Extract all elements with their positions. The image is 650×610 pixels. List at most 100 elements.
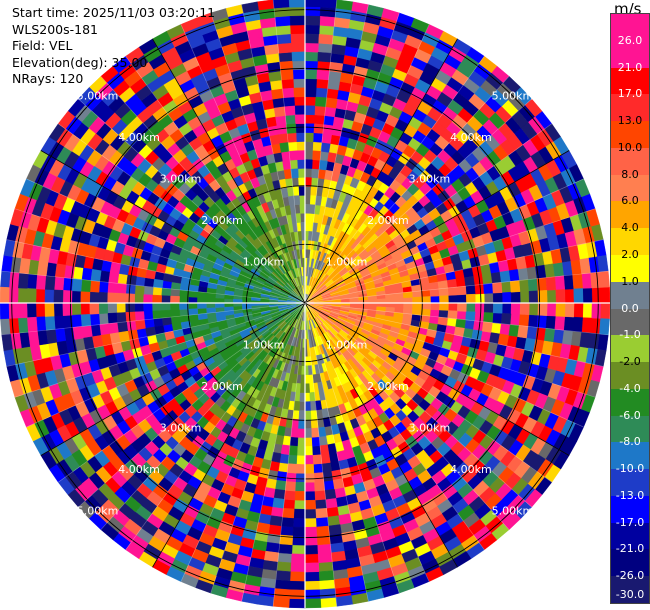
- range-ring-label: 5.00km: [492, 90, 534, 103]
- ray-separator: [304, 302, 609, 336]
- ray-separator: [304, 302, 596, 398]
- azimuth-gridline: [304, 302, 570, 456]
- ray-separator: [6, 302, 306, 367]
- ray-separator: [210, 12, 306, 304]
- colorbar-segment: [611, 495, 649, 524]
- colorbar-tick-label: -26.0: [615, 569, 645, 583]
- ray-separator: [241, 302, 306, 602]
- colorbar-tick-label: -8.0: [619, 435, 641, 449]
- start-time-label: Start time: 2025/11/03 03:20:11: [12, 5, 216, 20]
- ray-separator: [14, 208, 306, 304]
- ray-separator: [304, 302, 369, 602]
- range-ring-label: 1.00km: [326, 256, 368, 269]
- ray-separator: [125, 56, 306, 304]
- colorbar-segment: [611, 254, 649, 283]
- ray-separator: [78, 98, 306, 304]
- range-ring-label: 2.00km: [367, 214, 409, 227]
- range-ring-label: 5.00km: [77, 90, 119, 103]
- ray-separator: [26, 178, 306, 304]
- colorbar-segment: [611, 228, 649, 256]
- range-ring-label: 4.00km: [118, 463, 160, 476]
- ray-separator: [304, 270, 609, 304]
- ray-separator: [26, 302, 306, 428]
- colorbar-tick-label: 10.0: [617, 140, 643, 154]
- colorbar-tick-label: -30.0: [615, 588, 645, 601]
- azimuth-gridline: [152, 38, 306, 304]
- ray-separator: [58, 302, 306, 483]
- ray-separator: [125, 302, 306, 550]
- azimuth-gridline: [304, 38, 458, 304]
- ppi-plot: 1.00km 1.00km 1.00km 1.00km 2.00km 2.00km 2.00…: [0, 0, 610, 609]
- ray-separator: [304, 302, 532, 508]
- colorbar-tick-label: -21.0: [615, 542, 645, 556]
- colorbar: 26.0 21.0 17.0 13.0 10.0 8.0 6.0 4.0 2.0 1.0 0.0 -1…: [610, 13, 650, 604]
- colorbar-tick-label: -4.0: [619, 381, 641, 395]
- ray-separator: [100, 76, 306, 304]
- colorbar-segment: [611, 67, 649, 95]
- colorbar-tick-label: -10.0: [615, 462, 645, 476]
- colorbar-tick-label: 2.0: [621, 247, 639, 261]
- range-ring-label: 4.00km: [450, 131, 492, 144]
- ray-separator: [1, 302, 306, 336]
- colorbar-tick-label: -17.0: [615, 515, 645, 529]
- colorbar-tick-label: 13.0: [617, 114, 643, 128]
- range-ring-label: 4.00km: [118, 131, 160, 144]
- ray-separator: [272, 0, 306, 304]
- azimuth-spokes: [1, 0, 609, 607]
- colorbar-tick-label: 4.0: [621, 221, 639, 235]
- colorbar-segment: [611, 94, 649, 122]
- azimuth-gridline: [304, 150, 570, 304]
- ray-separator: [304, 56, 485, 304]
- colorbar-segment: [611, 335, 649, 363]
- colorbar-segment: [611, 415, 649, 443]
- range-ring-label: 5.00km: [492, 504, 534, 517]
- azimuth-gridline: [40, 302, 306, 456]
- colorbar-tick-label: -13.0: [615, 488, 645, 502]
- range-ring-label: 3.00km: [160, 421, 202, 434]
- ray-separator: [304, 302, 604, 367]
- ray-separator: [304, 0, 338, 304]
- ray-separator: [100, 302, 306, 530]
- colorbar-segment: [611, 549, 649, 577]
- ray-separator: [304, 302, 584, 428]
- colorbar-segment: [611, 281, 649, 309]
- colorbar-segment: [611, 174, 649, 202]
- range-ring-label: 1.00km: [243, 256, 285, 269]
- range-ring-label: 4.00km: [450, 463, 492, 476]
- ray-separator: [304, 302, 485, 550]
- ray-separator: [304, 302, 510, 530]
- colorbar-segment: [611, 40, 649, 69]
- nrays-label: NRays: 120: [12, 71, 84, 87]
- ray-separator: [304, 302, 338, 607]
- colorbar-segment: [611, 201, 649, 229]
- ray-separator: [1, 270, 306, 304]
- range-ring-label: 3.00km: [160, 173, 202, 186]
- colorbar-tick-label: 21.0: [617, 60, 643, 74]
- info-block: Start time: 2025/11/03 03:20:11 WLS200s-…: [12, 5, 215, 88]
- ray-separator: [304, 123, 552, 304]
- colorbar-segment: [611, 522, 649, 550]
- colorbar-segment: [611, 388, 649, 417]
- colorbar-segment: [611, 308, 649, 336]
- ray-separator: [78, 302, 306, 508]
- colorbar-segment: [611, 442, 649, 470]
- range-ring-label: 2.00km: [201, 214, 243, 227]
- colorbar-tick-label: 0.0: [621, 301, 639, 315]
- field-label: Field: VEL: [12, 38, 73, 54]
- ray-separator: [14, 302, 306, 398]
- ray-separator: [304, 302, 400, 594]
- ray-separator: [210, 302, 306, 594]
- colorbar-tick-label: -1.0: [619, 328, 641, 342]
- colorbar-segment: [611, 14, 649, 42]
- colorbar-tick-label: 6.0: [621, 194, 639, 208]
- colorbar-segment: [611, 576, 649, 604]
- colorbar-tick-label: 8.0: [621, 167, 639, 181]
- colorbar-tick-label: -6.0: [619, 408, 641, 422]
- azimuth-gridline: [40, 150, 306, 304]
- colorbar-segment: [611, 147, 649, 176]
- ray-separator: [6, 239, 306, 304]
- range-ring-labels: 1.00km 1.00km 1.00km 1.00km 2.00km 2.00km 2.00…: [77, 90, 533, 518]
- ray-separator: [304, 208, 596, 304]
- ray-separator: [304, 239, 604, 304]
- ray-separator: [304, 4, 369, 304]
